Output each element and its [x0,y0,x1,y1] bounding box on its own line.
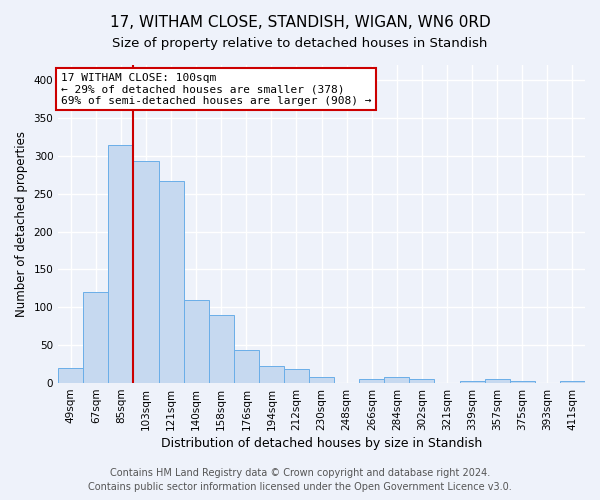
Bar [234,350,259,383]
Bar [133,161,158,383]
Text: 17 WITHAM CLOSE: 100sqm
← 29% of detached houses are smaller (378)
69% of semi-d: 17 WITHAM CLOSE: 100sqm ← 29% of detache… [61,72,371,106]
Bar [560,381,585,383]
Bar [284,370,309,383]
Bar [385,377,409,383]
Text: Contains HM Land Registry data © Crown copyright and database right 2024.
Contai: Contains HM Land Registry data © Crown c… [88,468,512,492]
Bar [460,381,485,383]
X-axis label: Distribution of detached houses by size in Standish: Distribution of detached houses by size … [161,437,482,450]
Bar [158,181,184,383]
Bar [58,368,83,383]
Bar [485,380,510,383]
Bar [209,315,234,383]
Text: Size of property relative to detached houses in Standish: Size of property relative to detached ho… [112,38,488,51]
Bar [259,366,284,383]
Bar [184,300,209,383]
Bar [359,380,385,383]
Text: 17, WITHAM CLOSE, STANDISH, WIGAN, WN6 0RD: 17, WITHAM CLOSE, STANDISH, WIGAN, WN6 0… [110,15,490,30]
Y-axis label: Number of detached properties: Number of detached properties [15,131,28,317]
Bar [309,377,334,383]
Bar [510,381,535,383]
Bar [83,292,109,383]
Bar [409,380,434,383]
Bar [109,144,133,383]
